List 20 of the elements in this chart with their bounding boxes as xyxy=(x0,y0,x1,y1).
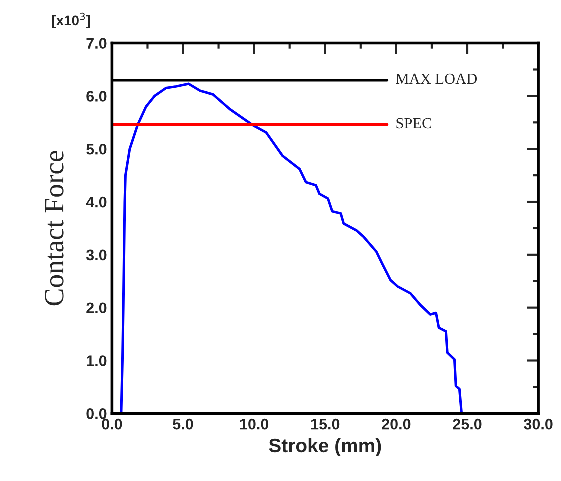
y-tick-label: 3.0 xyxy=(86,250,107,261)
x-tick-label: 0.0 xyxy=(102,418,122,430)
x-axis-title: Stroke (mm) xyxy=(269,438,382,456)
x-tick-label: 15.0 xyxy=(311,418,340,430)
x-tick-label: 30.0 xyxy=(524,418,553,430)
y-tick-label: 4.0 xyxy=(86,196,107,208)
y-tick-label: 7.0 xyxy=(86,38,107,49)
y-tick-label: 5.0 xyxy=(86,144,107,155)
ref-line-label: SPEC xyxy=(396,118,432,129)
y-tick-label: 2.0 xyxy=(86,302,107,314)
y-tick-label: 0.0 xyxy=(86,408,107,420)
y-axis-title: Contact Force xyxy=(45,151,64,306)
x-tick-label: 20.0 xyxy=(382,418,411,430)
x-tick-label: 25.0 xyxy=(453,418,482,430)
x-tick-label: 5.0 xyxy=(173,418,194,430)
text: [x10$^{3}$] xyxy=(52,12,90,28)
y-tick-label: 6.0 xyxy=(86,91,107,102)
x-tick-label: 10.0 xyxy=(240,418,269,430)
ref-line-label: MAX LOAD xyxy=(396,74,478,84)
y-tick-label: 1.0 xyxy=(87,356,107,366)
